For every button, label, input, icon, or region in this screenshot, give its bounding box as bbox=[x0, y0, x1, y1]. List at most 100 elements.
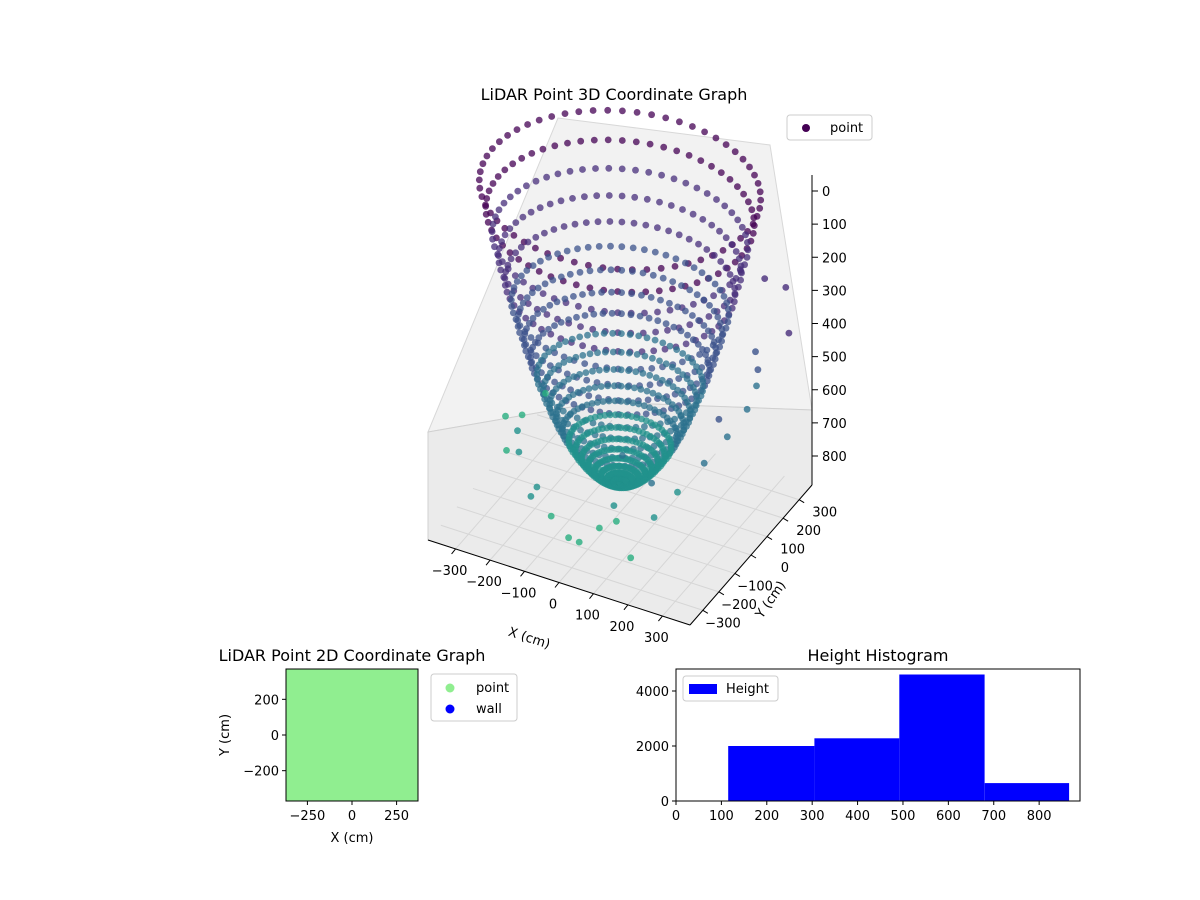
lidar-3d-bowl-point bbox=[514, 187, 522, 195]
lidar-3d-bowl-point bbox=[702, 351, 709, 358]
lidar-3d-bowl-point bbox=[506, 225, 514, 233]
lidar-3d-scatter-point bbox=[503, 447, 510, 454]
lidar-2d-x-tick-label: 0 bbox=[348, 809, 356, 824]
lidar-3d-bowl-point bbox=[541, 280, 549, 288]
lidar-3d-bowl-point bbox=[570, 373, 578, 380]
lidar-3d-bowl-point bbox=[585, 392, 593, 400]
lidar-3d-bowl-point bbox=[629, 399, 637, 407]
lidar-3d-bowl-point bbox=[475, 176, 483, 184]
lidar-3d-bowl-point bbox=[685, 152, 693, 159]
lidar-3d-bowl-point bbox=[686, 286, 694, 294]
lidar-3d-z-tick-label: 500 bbox=[822, 351, 847, 366]
lidar-3d-bowl-point bbox=[510, 284, 518, 291]
lidar-3d-bowl-point bbox=[579, 342, 586, 350]
lidar-2d-x-axis-label: X (cm) bbox=[331, 831, 374, 846]
lidar-3d-scatter-point bbox=[752, 348, 759, 356]
lidar-3d-bowl-point bbox=[646, 381, 654, 389]
lidar-3d-bowl-point bbox=[646, 458, 653, 466]
lidar-3d-bowl-point bbox=[577, 137, 585, 145]
lidar-3d-bowl-point bbox=[649, 389, 657, 397]
lidar-3d-bowl-point bbox=[488, 228, 496, 236]
lidar-3d-scatter-point bbox=[754, 366, 762, 374]
lidar-3d-bowl-point bbox=[593, 192, 601, 200]
lidar-3d-bowl-point bbox=[724, 318, 732, 326]
lidar-3d-bowl-point bbox=[532, 244, 539, 252]
height-histogram-x-tick-label: 200 bbox=[754, 809, 779, 824]
lidar-3d-bowl-point bbox=[604, 106, 612, 114]
lidar-3d-bowl-point bbox=[682, 259, 689, 267]
lidar-3d-bowl-point bbox=[576, 268, 584, 276]
lidar-3d-bowl-point bbox=[642, 221, 650, 229]
lidar-3d-bowl-point bbox=[563, 247, 571, 255]
lidar-3d-bowl-point bbox=[501, 275, 509, 282]
lidar-3d-bowl-point bbox=[618, 266, 626, 274]
lidar-3d-x-tick bbox=[623, 604, 629, 611]
lidar-3d-bowl-point bbox=[500, 199, 508, 207]
lidar-3d-bowl-point bbox=[579, 352, 587, 359]
height-histogram-title: Height Histogram bbox=[808, 646, 949, 665]
lidar-3d-bowl-point bbox=[699, 216, 707, 223]
lidar-3d-bowl-point bbox=[516, 329, 523, 336]
lidar-3d-bowl-point bbox=[696, 351, 703, 358]
lidar-3d-bowl-point bbox=[695, 240, 702, 248]
lidar-3d-bowl-point bbox=[579, 386, 587, 394]
lidar-3d-bowl-point bbox=[536, 204, 544, 212]
lidar-3d-bowl-point bbox=[725, 312, 733, 319]
lidar-3d-bowl-point bbox=[588, 289, 596, 297]
lidar-3d-bowl-point bbox=[711, 355, 719, 363]
lidar-3d-bowl-point bbox=[668, 363, 676, 371]
lidar-3d-bowl-point bbox=[708, 333, 716, 340]
lidar-2d-ticks: −250 0 250 200 0 −200 bbox=[243, 693, 409, 824]
lidar-3d-y-tick-label: 300 bbox=[812, 506, 837, 521]
lidar-3d-bowl-point bbox=[501, 166, 509, 174]
lidar-3d-bowl-point bbox=[730, 298, 738, 306]
lidar-3d-bowl-point bbox=[508, 290, 516, 298]
lidar-3d-bowl-point bbox=[647, 294, 655, 301]
lidar-3d-bowl-point bbox=[628, 474, 636, 482]
lidar-3d-bowl-point bbox=[611, 382, 618, 390]
lidar-3d-bowl-point bbox=[670, 323, 678, 331]
lidar-3d-bowl-point bbox=[658, 376, 666, 384]
lidar-3d-gridline-y bbox=[456, 506, 720, 593]
lidar-3d-bowl-point bbox=[618, 165, 626, 173]
lidar-3d-bowl-point bbox=[648, 365, 656, 372]
lidar-3d-bowl-point bbox=[661, 345, 669, 353]
lidar-3d-bowl-point bbox=[705, 274, 713, 282]
lidar-3d-bowl-point bbox=[645, 168, 653, 176]
lidar-3d-bowl-point bbox=[520, 278, 527, 286]
lidar-3d-bowl-point bbox=[689, 210, 697, 218]
lidar-3d-bowl-point bbox=[581, 360, 589, 367]
lidar-3d-bowl-point bbox=[527, 208, 535, 216]
lidar-3d-bowl-point bbox=[546, 200, 554, 208]
lidar-3d-bowl-point bbox=[482, 210, 490, 218]
lidar-3d-bowl-point bbox=[718, 325, 726, 333]
lidar-3d-bowl-point bbox=[482, 203, 490, 210]
lidar-3d-bowl-point bbox=[539, 145, 547, 153]
lidar-3d-bowl-point bbox=[643, 387, 651, 395]
lidar-3d-bowl-point bbox=[545, 348, 553, 356]
lidar-3d-bowl-point bbox=[657, 442, 665, 449]
lidar-3d-bowl-point bbox=[532, 352, 540, 360]
lidar-3d-bowl-point bbox=[641, 423, 648, 431]
lidar-3d-bowl-point bbox=[654, 317, 662, 325]
lidar-3d-x-axis-label: X (cm) bbox=[506, 625, 552, 653]
lidar-3d-bowl-point bbox=[658, 171, 665, 179]
lidar-3d-scatter-point bbox=[715, 415, 723, 423]
lidar-3d-y-tick bbox=[734, 572, 741, 577]
lidar-3d-bowl-point bbox=[705, 361, 713, 369]
lidar-3d-x-tick bbox=[658, 615, 663, 622]
lidar-3d-bowl-point bbox=[749, 230, 757, 237]
lidar-3d-bowl-point bbox=[543, 173, 550, 181]
lidar-3d-bowl-point bbox=[562, 338, 569, 345]
lidar-3d-bowl-point bbox=[649, 271, 657, 279]
lidar-3d-bowl-point bbox=[735, 255, 743, 262]
lidar-2d-legend: point wall bbox=[430, 673, 518, 722]
lidar-3d-bowl-point bbox=[501, 231, 509, 239]
lidar-3d-gridline-y bbox=[488, 469, 752, 556]
lidar-3d-bowl-point bbox=[601, 411, 609, 419]
lidar-3d-bowl-point bbox=[703, 190, 711, 197]
lidar-3d-bowl-point bbox=[697, 256, 705, 264]
lidar-3d-bowl-point bbox=[589, 367, 596, 375]
lidar-3d-scatter-point bbox=[736, 266, 744, 274]
